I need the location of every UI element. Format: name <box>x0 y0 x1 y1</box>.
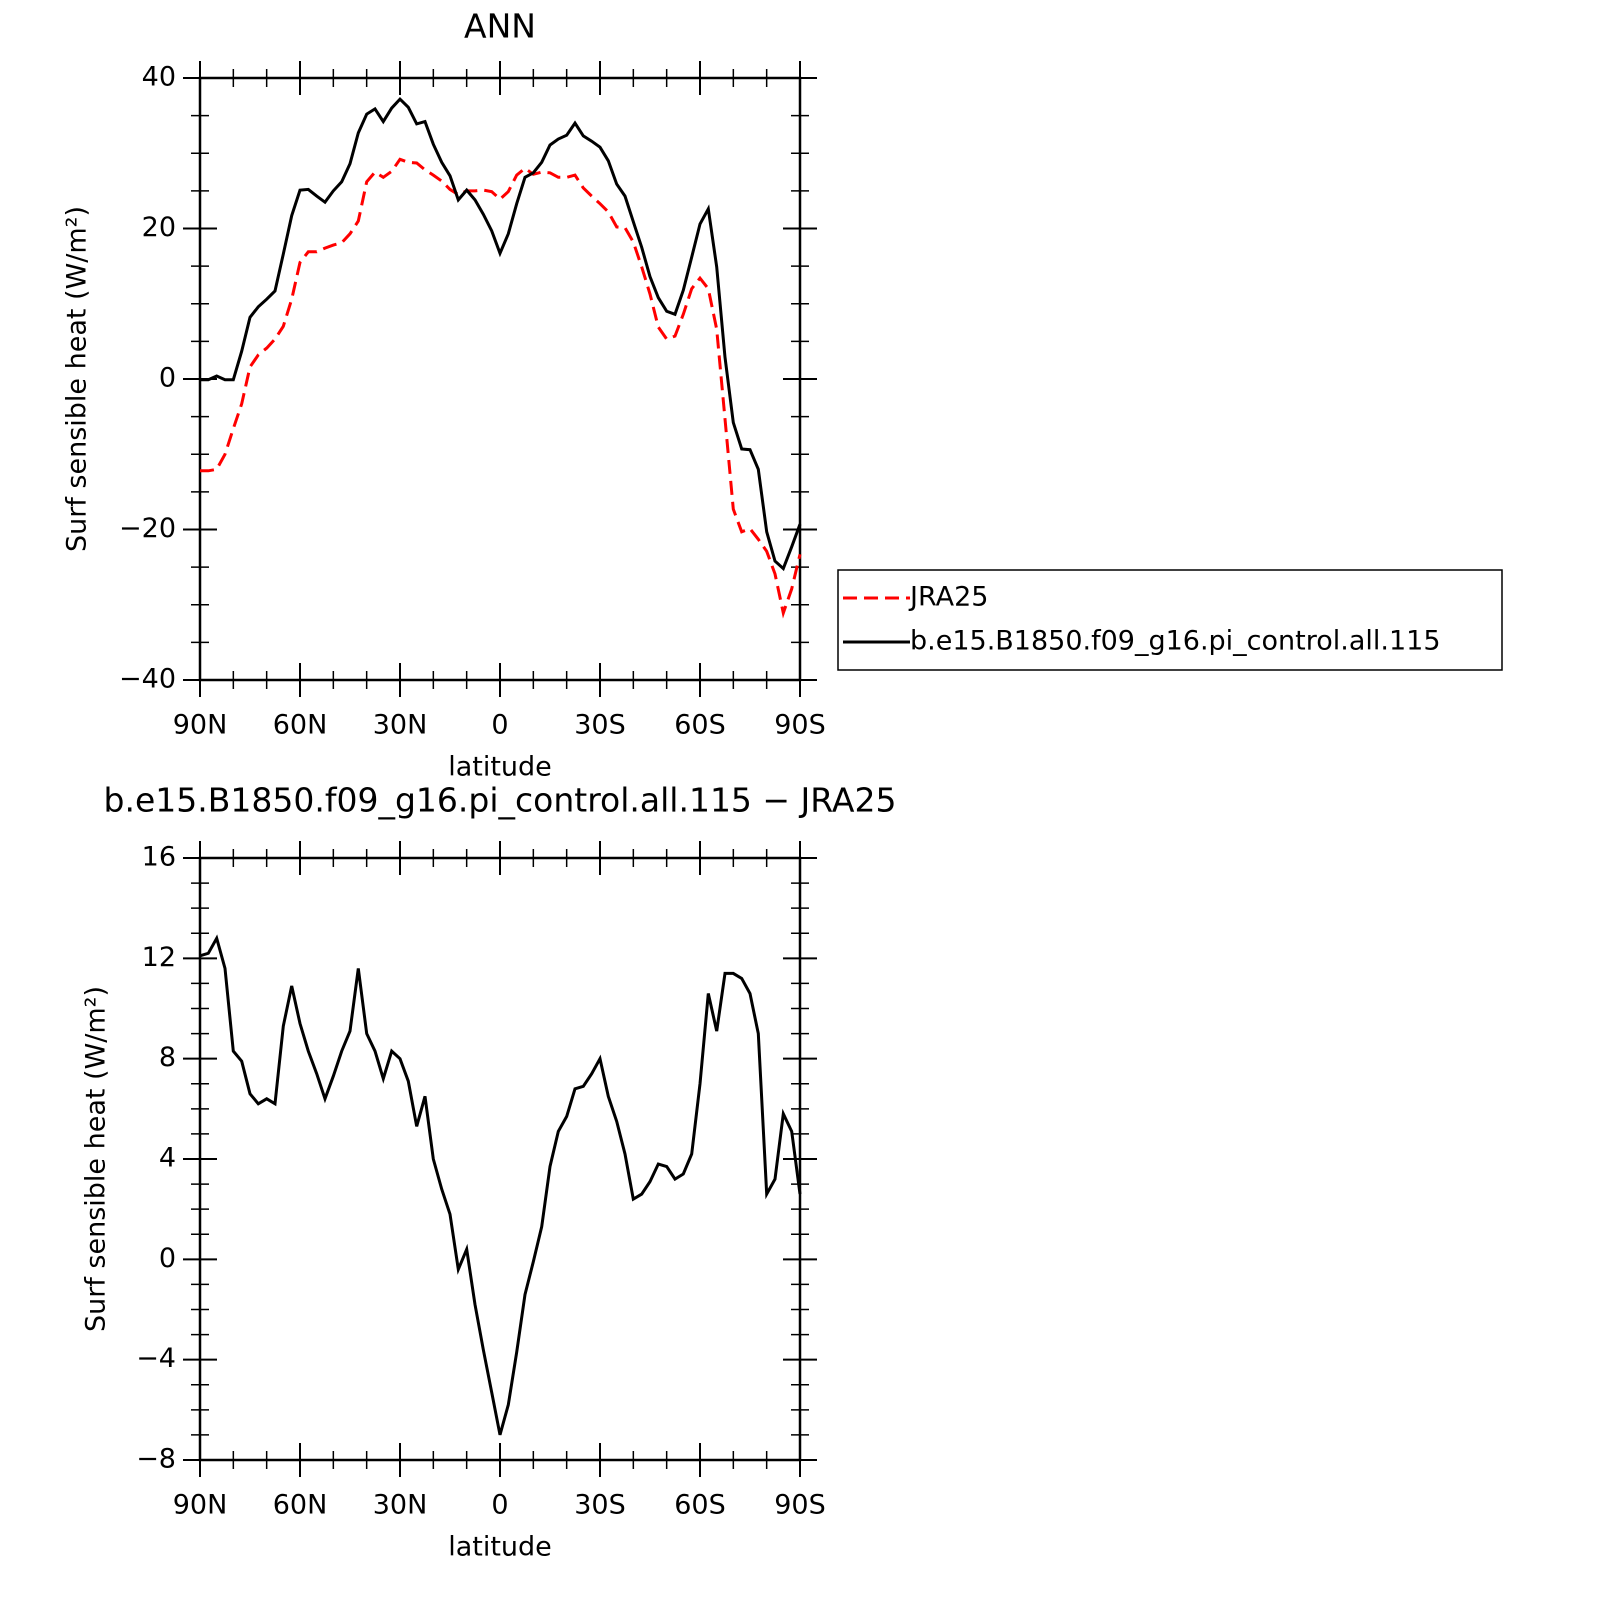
plot-frame <box>198 76 802 682</box>
chart-title: ANN <box>464 7 536 46</box>
y-tick-label: −40 <box>119 664 176 695</box>
y-tick-label: 40 <box>142 62 176 93</box>
legend-label: JRA25 <box>908 582 988 613</box>
x-tick-label: 0 <box>491 1490 508 1521</box>
y-tick-label: 4 <box>159 1143 176 1174</box>
x-tick-label: 90N <box>173 1490 228 1521</box>
plot-frame <box>198 856 802 1462</box>
x-tick-label: 60N <box>273 1490 328 1521</box>
y-axis-label: Surf sensible heat (W/m²) <box>62 206 93 552</box>
y-tick-label: −20 <box>119 513 176 544</box>
y-tick-label: 12 <box>142 942 176 973</box>
y-tick-label: 0 <box>159 363 176 394</box>
x-tick-label: 90N <box>173 710 228 741</box>
x-tick-label: 30S <box>574 1490 626 1521</box>
x-tick-label: 60S <box>674 710 726 741</box>
data-line <box>200 157 802 619</box>
x-axis-label: latitude <box>448 752 552 783</box>
x-tick-label: 30N <box>373 710 428 741</box>
y-tick-label: 16 <box>142 842 176 873</box>
data-line <box>200 96 802 572</box>
data-line <box>199 934 802 1436</box>
chart-title: b.e15.B1850.f09_g16.pi_control.all.115 −… <box>104 781 897 820</box>
x-tick-label: 90S <box>774 710 826 741</box>
legend-box <box>837 569 1503 671</box>
y-tick-label: −4 <box>136 1343 176 1374</box>
x-axis-label: latitude <box>448 1532 552 1563</box>
x-tick-label: 60S <box>674 1490 726 1521</box>
x-tick-label: 60N <box>273 710 328 741</box>
x-tick-label: 90S <box>774 1490 826 1521</box>
y-tick-label: 8 <box>159 1042 176 1073</box>
y-tick-label: −8 <box>136 1444 176 1475</box>
x-tick-label: 30S <box>574 710 626 741</box>
x-tick-label: 30N <box>373 1490 428 1521</box>
y-tick-label: 20 <box>142 212 176 243</box>
legend-label: b.e15.B1850.f09_g16.pi_control.all.115 <box>910 626 1441 657</box>
x-tick-label: 0 <box>491 710 508 741</box>
y-axis-label: Surf sensible heat (W/m²) <box>81 986 112 1332</box>
y-tick-label: 0 <box>159 1243 176 1274</box>
